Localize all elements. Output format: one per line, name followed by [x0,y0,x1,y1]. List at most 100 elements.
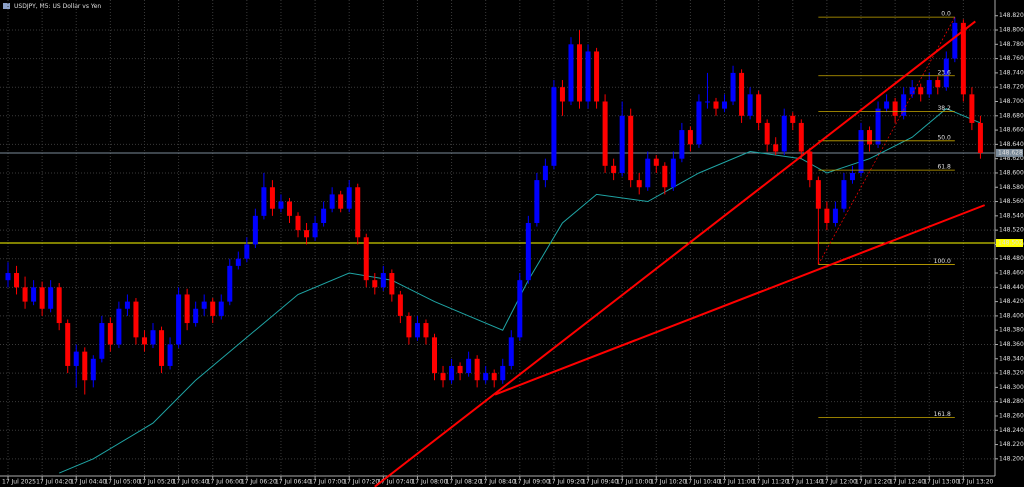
candle-body [739,72,745,116]
candle-body [568,44,574,102]
candle-body [542,165,548,181]
x-tick-label: 17 Jul 05:40 [173,479,209,486]
candle-body [124,301,130,309]
y-tick-label: 148.380 [999,327,1024,334]
y-tick-label: 148.300 [999,384,1024,391]
candle-body [295,215,301,231]
candle-body [116,308,122,345]
candle-body [628,115,634,181]
candle-body [22,287,28,302]
candle-body [747,94,753,116]
candle-body [269,187,275,209]
y-tick-label: 148.740 [999,69,1024,76]
candle-body [210,301,216,316]
candle-body [551,87,557,166]
candle-body [133,301,139,338]
x-tick-label: 17 Jul 12:40 [889,479,925,486]
candle-body [679,130,685,159]
x-tick-label: 17 Jul 13:20 [957,479,993,486]
candle-body [619,115,625,173]
candle-body [969,94,975,123]
candle-body [636,180,642,188]
x-tick-label: 17 Jul 08:20 [446,479,482,486]
candle-body [841,180,847,209]
trendline [374,20,976,487]
candle-body [432,337,437,374]
candle-body [858,130,864,173]
candle-body [867,130,873,145]
candle-body [611,165,617,173]
candle-body [559,87,565,102]
x-tick-label: 17 Jul 07:00 [309,479,345,486]
x-tick-label: 17 Jul 06:20 [241,479,277,486]
y-tick-label: 148.220 [999,441,1024,448]
candle-body [261,187,267,216]
candle-body [389,273,395,295]
fib-level-label: 161.8 [934,411,951,418]
candle-body [440,373,446,381]
candle-body [39,287,45,309]
price-label-box [996,239,1023,248]
candle-body [585,51,591,102]
candle-body [329,194,335,209]
y-tick-label: 148.320 [999,370,1024,377]
candle-body [312,222,318,238]
y-tick-label: 148.640 [999,141,1024,148]
x-tick-label: 17 Jul 13:00 [923,479,959,486]
y-tick-label: 148.260 [999,412,1024,419]
candle-body [943,58,949,88]
candle-body [909,87,915,95]
candle-body [500,365,506,381]
candle-body [807,151,813,181]
y-tick-label: 148.560 [999,198,1024,205]
x-tick-label: 17 Jul 2025 [2,479,36,486]
candle-body [176,294,182,345]
candle-body [5,273,11,281]
candle-body [406,315,412,338]
candle-body [670,158,676,188]
x-tick-label: 17 Jul 09:40 [582,479,618,486]
candle-body [884,101,890,109]
candle-body [602,101,608,166]
y-tick-label: 148.280 [999,398,1024,405]
y-tick-label: 148.600 [999,169,1024,176]
candle-body [159,330,165,366]
candle-body [449,365,455,381]
candle-body [414,323,420,338]
y-tick-label: 148.480 [999,255,1024,262]
candle-body [457,365,463,374]
y-tick-label: 148.660 [999,127,1024,134]
y-tick-label: 148.400 [999,312,1024,319]
candle-body [977,122,983,153]
candle-body [517,280,523,338]
x-tick-label: 17 Jul 10:20 [650,479,686,486]
candle-body [594,51,600,102]
candle-body [824,208,830,223]
trendline [494,204,986,396]
candle-body [286,201,292,216]
candle-body [875,108,881,145]
x-tick-label: 17 Jul 10:00 [616,479,652,486]
candle-body [346,187,352,209]
candle-body [304,230,310,238]
candle-body [397,294,403,316]
candle-body [82,351,88,381]
candle-body [423,323,429,338]
candle-body [722,101,728,109]
candle-body [756,94,762,123]
x-tick-label: 17 Jul 11:40 [787,479,823,486]
x-tick-label: 17 Jul 04:40 [70,479,106,486]
candle-body [483,373,489,381]
candle-body [696,101,702,145]
candle-body [73,351,79,366]
y-tick-label: 148.420 [999,298,1024,305]
candle-body [56,287,62,324]
candle-body [167,344,173,366]
candle-body [952,22,958,59]
fib-level-label: 0.0 [941,11,951,18]
fib-level-label: 61.8 [937,164,951,171]
x-tick-label: 17 Jul 11:20 [753,479,789,486]
candle-body [65,323,71,366]
x-tick-label: 17 Jul 10:40 [684,479,720,486]
price-label-box [996,148,1023,157]
